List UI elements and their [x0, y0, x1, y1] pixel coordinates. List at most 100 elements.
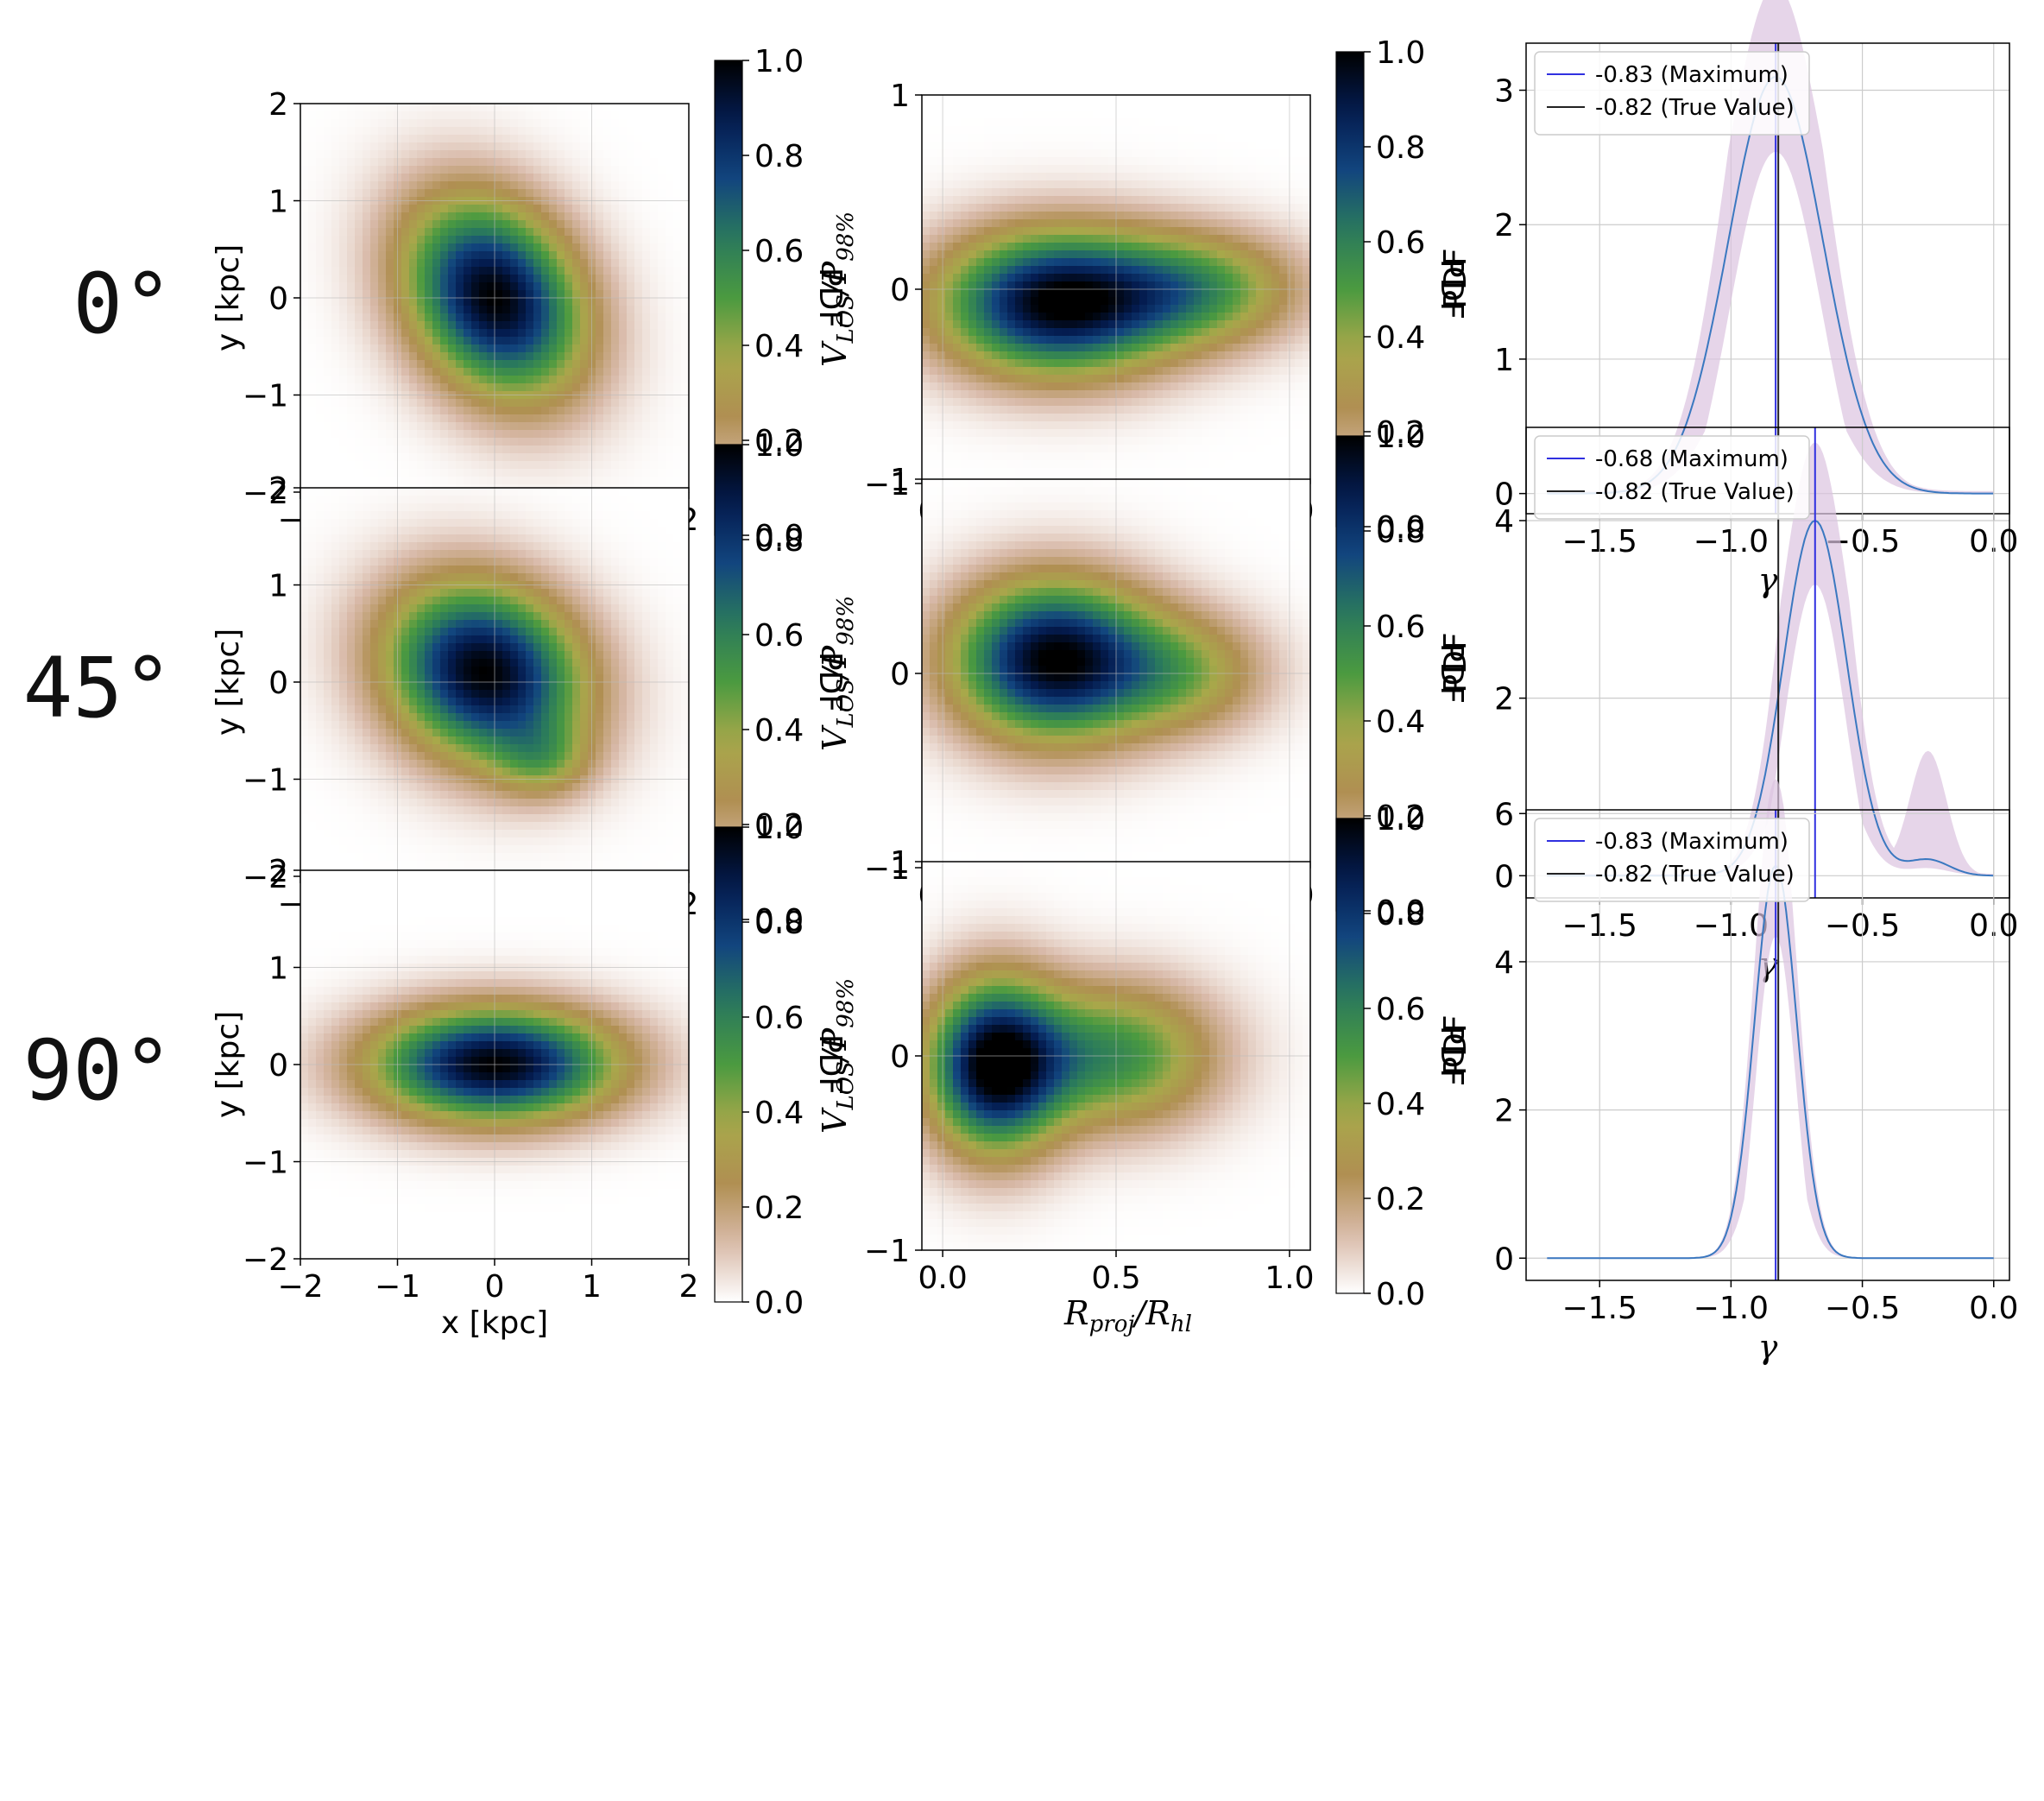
heatmap-cell: [518, 329, 527, 338]
heatmap-cell: [937, 281, 946, 290]
heatmap-cell: [1163, 289, 1171, 298]
heatmap-cell: [572, 220, 581, 229]
heatmap-cell: [596, 212, 604, 221]
heatmap-cell: [300, 321, 309, 330]
heatmap-cell: [432, 150, 441, 159]
heatmap-cell: [1139, 305, 1148, 313]
heatmap-cell: [1069, 460, 1078, 469]
heatmap-cell: [487, 259, 495, 268]
heatmap-cell: [1240, 227, 1249, 236]
heatmap-cell: [1155, 243, 1164, 251]
heatmap-cell: [495, 414, 503, 423]
heatmap-cell: [1271, 313, 1280, 321]
heatmap-cell: [666, 189, 674, 198]
heatmap-cell: [541, 243, 550, 252]
heatmap-cell: [1031, 142, 1039, 150]
heatmap-cell: [1085, 297, 1094, 306]
heatmap-cell: [1015, 258, 1024, 267]
heatmap-cell: [1007, 126, 1016, 135]
heatmap-cell: [1101, 336, 1109, 344]
heatmap-cell: [1256, 390, 1265, 399]
heatmap-cell: [1264, 165, 1272, 174]
heatmap-cell: [673, 430, 682, 439]
heatmap-cell: [1038, 142, 1047, 150]
heatmap-cell: [937, 421, 946, 430]
heatmap-cell: [627, 236, 635, 244]
heatmap-cell: [300, 127, 309, 136]
heatmap-cell: [518, 313, 527, 322]
heatmap-cell: [658, 119, 666, 128]
heatmap-cell: [1240, 258, 1249, 267]
heatmap-cell: [596, 236, 604, 244]
heatmap-cell: [681, 461, 690, 470]
heatmap-cell: [308, 267, 317, 275]
heatmap-cell: [1085, 258, 1094, 267]
heatmap-cell: [922, 281, 931, 290]
heatmap-cell: [1054, 313, 1063, 321]
heatmap-cell: [1147, 250, 1156, 259]
heatmap-cell: [1163, 398, 1171, 407]
heatmap-cell: [1093, 382, 1101, 391]
heatmap-cell: [580, 135, 589, 143]
heatmap-cell: [611, 119, 620, 128]
heatmap-cell: [1209, 196, 1218, 205]
heatmap-cell: [596, 119, 604, 128]
heatmap-cell: [331, 477, 340, 485]
heatmap-cell: [339, 313, 348, 322]
heatmap-cell: [557, 267, 565, 275]
heatmap-cell: [650, 212, 659, 221]
heatmap-cell: [401, 174, 410, 182]
heatmap-cell: [300, 306, 309, 314]
heatmap-cell: [1186, 188, 1195, 197]
heatmap-cell: [557, 461, 565, 470]
heatmap-cell: [961, 243, 969, 251]
heatmap-cell: [1031, 445, 1039, 453]
heatmap-cell: [1271, 375, 1280, 383]
heatmap-cell: [409, 383, 418, 392]
heatmap-cell: [1217, 305, 1226, 313]
heatmap-cell: [479, 212, 488, 221]
heatmap-cell: [378, 360, 387, 369]
heatmap-cell: [440, 111, 449, 120]
heatmap-cell: [642, 469, 651, 477]
heatmap-cell: [1023, 111, 1031, 119]
heatmap-cell: [1155, 149, 1164, 158]
heatmap-cell: [316, 104, 325, 112]
heatmap-cell: [1248, 305, 1257, 313]
heatmap-cell: [666, 360, 674, 369]
heatmap-cell: [1202, 437, 1210, 446]
heatmap-cell: [549, 119, 558, 128]
heatmap-cell: [1202, 196, 1210, 205]
heatmap-cell: [1202, 328, 1210, 337]
heatmap-cell: [658, 352, 666, 361]
heatmap-cell: [673, 212, 682, 221]
heatmap-cell: [355, 251, 363, 260]
heatmap-cell: [1295, 398, 1303, 407]
heatmap-cell: [1233, 289, 1241, 298]
heatmap-cell: [1108, 188, 1117, 197]
heatmap-cell: [510, 376, 519, 384]
heatmap-cell: [1163, 165, 1171, 174]
heatmap-cell: [930, 390, 938, 399]
heatmap-cell: [1023, 398, 1031, 407]
heatmap-cell: [976, 281, 985, 290]
heatmap-cell: [565, 251, 573, 260]
heatmap-cell: [363, 469, 371, 477]
heatmap-cell: [1178, 157, 1187, 166]
heatmap-cell: [1108, 382, 1117, 391]
heatmap-cell: [1108, 320, 1117, 329]
heatmap-cell: [1046, 367, 1055, 376]
heatmap-cell: [1295, 351, 1303, 360]
heatmap-cell: [471, 174, 480, 182]
heatmap-cell: [1069, 359, 1078, 368]
heatmap-cell: [1139, 95, 1148, 104]
heatmap-cell: [495, 212, 503, 221]
heatmap-cell: [580, 453, 589, 462]
heatmap-cell: [479, 119, 488, 128]
heatmap-cell: [603, 461, 612, 470]
heatmap-cell: [666, 243, 674, 252]
heatmap-cell: [681, 212, 690, 221]
heatmap-cell: [1108, 336, 1117, 344]
heatmap-cell: [300, 212, 309, 221]
heatmap-cell: [945, 196, 954, 205]
